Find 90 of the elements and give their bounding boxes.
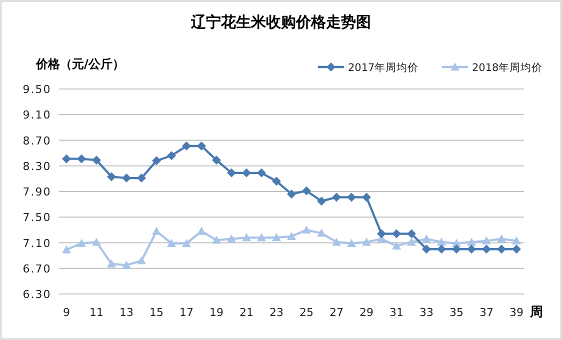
x-tick-label: 19 bbox=[210, 306, 224, 319]
y-tick-label: 6.70 bbox=[22, 262, 52, 276]
point bbox=[362, 238, 371, 246]
point bbox=[437, 238, 446, 246]
x-tick-label: 33 bbox=[420, 306, 434, 319]
point bbox=[152, 156, 161, 166]
title: 辽宁花生米收购价格走势图 bbox=[191, 13, 371, 31]
point bbox=[182, 238, 191, 247]
point bbox=[467, 238, 476, 246]
y-tick-label: 8.70 bbox=[22, 134, 52, 148]
x-tick-label: 25 bbox=[300, 306, 314, 319]
point bbox=[317, 228, 326, 237]
point bbox=[212, 236, 221, 244]
point bbox=[227, 168, 236, 178]
point bbox=[122, 260, 131, 269]
point bbox=[392, 229, 401, 238]
y-axis-title: 价格（元/公斤） bbox=[35, 57, 124, 71]
point bbox=[242, 168, 251, 178]
point bbox=[287, 190, 296, 199]
point bbox=[302, 186, 311, 196]
point bbox=[497, 234, 506, 243]
point bbox=[272, 233, 281, 242]
y-tick-label: 7.50 bbox=[22, 211, 52, 224]
point bbox=[257, 233, 266, 242]
point bbox=[362, 192, 371, 202]
x-tick-label: 31 bbox=[390, 306, 404, 319]
y-tick-label: 8.30 bbox=[22, 160, 52, 173]
y-tick-label: 6.30 bbox=[22, 288, 52, 301]
point bbox=[407, 238, 416, 246]
point bbox=[482, 236, 491, 244]
point bbox=[77, 238, 86, 247]
point bbox=[512, 244, 521, 254]
point bbox=[392, 241, 401, 250]
x-tick-label: 23 bbox=[270, 306, 284, 319]
x-tick-label: 11 bbox=[90, 306, 104, 319]
x-tick-label: 37 bbox=[480, 306, 494, 319]
x-tick-label: 17 bbox=[180, 306, 194, 319]
x-axis-title: 周 bbox=[529, 305, 543, 320]
point bbox=[407, 229, 416, 238]
y-tick-label: 7.90 bbox=[22, 186, 52, 198]
point bbox=[332, 238, 341, 246]
point bbox=[92, 156, 101, 165]
point bbox=[107, 172, 116, 182]
y-tick-label: 9.50 bbox=[22, 83, 52, 96]
point bbox=[422, 234, 431, 243]
x-tick-label: 9 bbox=[63, 306, 70, 319]
point bbox=[197, 226, 206, 235]
point bbox=[182, 142, 191, 151]
point bbox=[122, 174, 131, 183]
point bbox=[272, 176, 281, 186]
x-tick-label: 35 bbox=[450, 306, 464, 319]
point bbox=[197, 142, 206, 151]
point bbox=[62, 154, 71, 164]
x-tick-label: 27 bbox=[330, 306, 344, 319]
point bbox=[62, 245, 71, 254]
point bbox=[227, 234, 236, 243]
x-tick-label: 29 bbox=[360, 306, 374, 319]
point bbox=[377, 229, 386, 238]
point bbox=[167, 151, 176, 160]
point bbox=[167, 238, 176, 247]
point bbox=[422, 244, 431, 254]
point bbox=[137, 174, 146, 183]
point bbox=[287, 232, 296, 240]
y-tick-label: 7.10 bbox=[22, 236, 52, 250]
point bbox=[512, 236, 521, 244]
point bbox=[242, 233, 251, 242]
x-tick-label: 13 bbox=[120, 306, 134, 319]
point bbox=[107, 259, 116, 268]
point bbox=[92, 238, 101, 246]
point bbox=[332, 192, 341, 202]
point bbox=[77, 154, 86, 164]
legend-label: 2017年周均价 bbox=[348, 62, 419, 74]
point bbox=[137, 256, 146, 264]
point bbox=[152, 226, 161, 235]
x-tick-label: 21 bbox=[240, 306, 254, 319]
y-tick-label: 9.10 bbox=[22, 108, 52, 122]
point bbox=[467, 244, 476, 254]
point bbox=[482, 244, 491, 254]
point bbox=[452, 244, 461, 254]
x-tick-label: 15 bbox=[150, 306, 164, 319]
point bbox=[437, 244, 446, 254]
x-tick-label: 39 bbox=[510, 306, 524, 319]
point bbox=[317, 196, 326, 206]
point bbox=[212, 156, 221, 165]
point bbox=[347, 192, 356, 202]
point bbox=[497, 244, 506, 254]
point bbox=[257, 168, 266, 178]
point bbox=[302, 225, 311, 234]
legend-label: 2018年周均价 bbox=[472, 62, 543, 74]
point bbox=[347, 238, 356, 247]
